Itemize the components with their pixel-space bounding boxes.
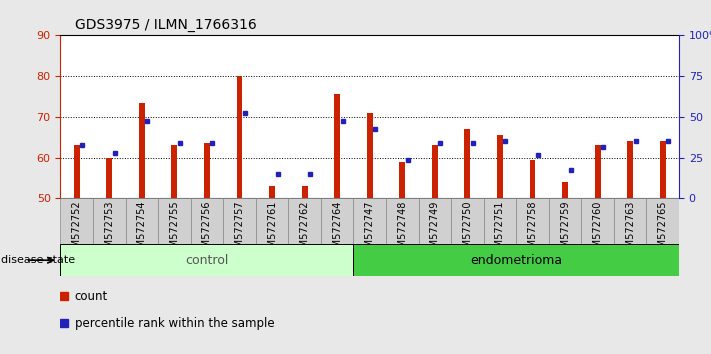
Bar xyxy=(204,143,210,198)
Bar xyxy=(269,186,275,198)
Text: GSM572765: GSM572765 xyxy=(658,200,668,260)
Text: percentile rank within the sample: percentile rank within the sample xyxy=(75,316,274,330)
Bar xyxy=(464,129,470,198)
Text: control: control xyxy=(186,254,229,267)
FancyBboxPatch shape xyxy=(516,198,549,244)
FancyBboxPatch shape xyxy=(289,198,321,244)
FancyBboxPatch shape xyxy=(549,198,582,244)
FancyBboxPatch shape xyxy=(256,198,289,244)
Bar xyxy=(334,95,340,198)
Text: GSM572759: GSM572759 xyxy=(560,200,570,260)
Bar xyxy=(171,145,177,198)
Text: GSM572748: GSM572748 xyxy=(397,200,407,260)
Text: GSM572752: GSM572752 xyxy=(72,200,82,260)
Bar xyxy=(432,145,438,198)
Text: GSM572758: GSM572758 xyxy=(528,200,538,260)
Text: GSM572750: GSM572750 xyxy=(462,200,472,260)
Text: GSM572760: GSM572760 xyxy=(592,200,603,260)
FancyBboxPatch shape xyxy=(483,198,516,244)
FancyBboxPatch shape xyxy=(321,198,353,244)
Text: GSM572761: GSM572761 xyxy=(267,200,277,260)
FancyBboxPatch shape xyxy=(126,198,158,244)
FancyBboxPatch shape xyxy=(158,198,191,244)
Bar xyxy=(107,158,112,198)
FancyBboxPatch shape xyxy=(93,198,126,244)
Bar xyxy=(660,141,665,198)
Text: GDS3975 / ILMN_1766316: GDS3975 / ILMN_1766316 xyxy=(75,18,257,32)
Bar xyxy=(627,141,633,198)
Text: GSM572751: GSM572751 xyxy=(495,200,505,260)
Bar xyxy=(237,76,242,198)
Bar xyxy=(301,186,308,198)
FancyBboxPatch shape xyxy=(191,198,223,244)
Bar xyxy=(594,145,601,198)
Text: endometrioma: endometrioma xyxy=(470,254,562,267)
Bar xyxy=(400,161,405,198)
FancyBboxPatch shape xyxy=(60,198,93,244)
FancyBboxPatch shape xyxy=(582,198,614,244)
Text: GSM572764: GSM572764 xyxy=(332,200,342,260)
Bar xyxy=(74,145,80,198)
Text: disease state: disease state xyxy=(1,255,75,265)
FancyBboxPatch shape xyxy=(419,198,451,244)
FancyBboxPatch shape xyxy=(60,244,353,276)
Bar xyxy=(139,103,145,198)
FancyBboxPatch shape xyxy=(223,198,256,244)
Text: GSM572757: GSM572757 xyxy=(235,200,245,260)
Text: GSM572756: GSM572756 xyxy=(202,200,212,260)
Text: GSM572753: GSM572753 xyxy=(105,200,114,260)
Bar xyxy=(367,113,373,198)
Text: count: count xyxy=(75,290,108,303)
FancyBboxPatch shape xyxy=(353,198,386,244)
Bar xyxy=(497,135,503,198)
Text: GSM572762: GSM572762 xyxy=(299,200,309,260)
FancyBboxPatch shape xyxy=(646,198,679,244)
FancyBboxPatch shape xyxy=(353,244,679,276)
Text: GSM572749: GSM572749 xyxy=(430,200,440,260)
Bar xyxy=(530,160,535,198)
FancyBboxPatch shape xyxy=(614,198,646,244)
FancyBboxPatch shape xyxy=(451,198,483,244)
Bar xyxy=(562,182,568,198)
Text: GSM572755: GSM572755 xyxy=(169,200,179,260)
FancyBboxPatch shape xyxy=(386,198,419,244)
Text: GSM572754: GSM572754 xyxy=(137,200,147,260)
Text: GSM572747: GSM572747 xyxy=(365,200,375,260)
Text: GSM572763: GSM572763 xyxy=(625,200,635,260)
